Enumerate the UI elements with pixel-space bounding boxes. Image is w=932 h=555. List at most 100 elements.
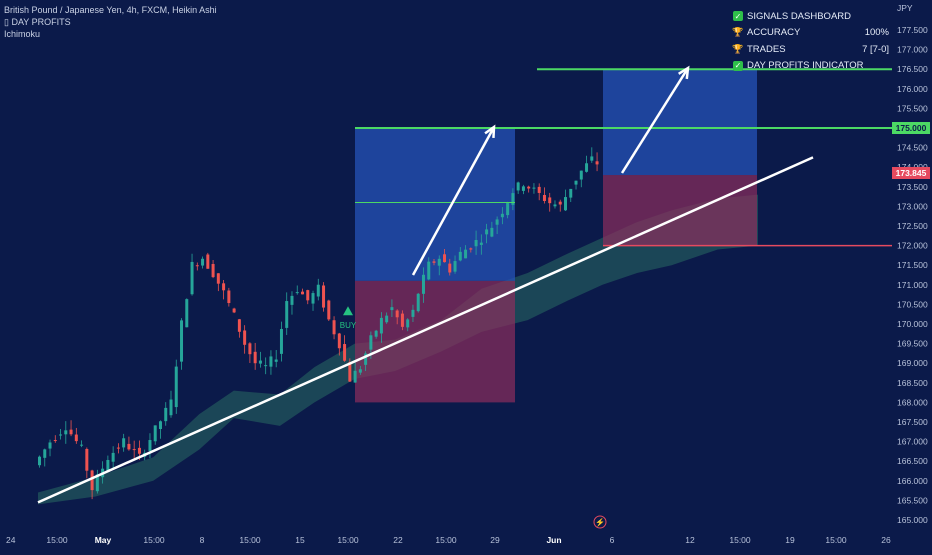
candle-body: [379, 317, 383, 334]
trophy-icon: 🏆: [732, 27, 744, 38]
x-tick-label: 15: [295, 535, 305, 545]
x-tick-label: 8: [200, 535, 205, 545]
candle-body: [306, 290, 310, 301]
candle-body: [180, 320, 184, 362]
candle-body: [69, 429, 73, 435]
check-icon: ✓: [733, 60, 743, 71]
trades-value: 7 [7-0]: [862, 43, 889, 55]
candle-body: [427, 261, 431, 280]
y-tick-label: 171.500: [897, 260, 928, 270]
y-tick-label: 174.000: [897, 162, 928, 172]
buy-signal-icon: [343, 306, 353, 316]
candle-body: [85, 448, 89, 471]
signals-dashboard: ✓ SIGNALS DASHBOARD 🏆 ACCURACY 100% 🏆 TRADES…: [732, 8, 893, 74]
candle-body: [353, 370, 357, 383]
chart-legend: British Pound / Japanese Yen, 4h, FXCM, …: [4, 4, 217, 40]
candle-body: [185, 299, 189, 328]
candle-body: [90, 470, 94, 491]
candle-body: [527, 186, 531, 189]
y-tick-label: 169.500: [897, 339, 928, 349]
candle-body: [516, 182, 520, 191]
candle-body: [485, 229, 489, 235]
candle-body: [53, 440, 57, 442]
candle-body: [64, 430, 68, 435]
y-tick-label: 167.000: [897, 437, 928, 447]
candle-body: [479, 242, 483, 245]
y-tick-label: 175.500: [897, 103, 928, 113]
current-price-label: 173.845: [892, 167, 930, 180]
candle-body: [337, 333, 341, 349]
candle-body: [532, 187, 536, 189]
candle-body: [290, 295, 294, 305]
candle-body: [174, 366, 178, 408]
candle-body: [558, 201, 562, 205]
candle-body: [511, 193, 515, 205]
indicator-ichimoku[interactable]: Ichimoku: [4, 29, 41, 39]
candles: BUY: [38, 147, 599, 500]
lightning-icon: ⚡: [595, 517, 605, 527]
y-tick-label: 177.500: [897, 25, 928, 35]
candle-body: [164, 407, 168, 422]
symbol-title: British Pound / Japanese Yen, 4h, FXCM, …: [4, 5, 217, 15]
y-tick-label: 168.000: [897, 397, 928, 407]
candle-body: [232, 308, 236, 313]
candle-body: [432, 261, 436, 263]
y-tick-label: 174.500: [897, 143, 928, 153]
candle-body: [74, 434, 78, 442]
y-tick-label: 173.500: [897, 182, 928, 192]
y-tick-label: 176.000: [897, 84, 928, 94]
candle-body: [490, 227, 494, 237]
candle-body: [227, 290, 231, 304]
candle-body: [542, 194, 546, 201]
candle-body: [279, 328, 283, 354]
y-tick-label: 166.500: [897, 456, 928, 466]
candle-body: [548, 197, 552, 204]
candle-body: [216, 273, 220, 284]
x-tick-label: 26: [881, 535, 891, 545]
x-tick-label: Jun: [546, 535, 561, 545]
candle-body: [369, 335, 373, 350]
candle-body: [195, 265, 199, 267]
x-tick-label: 6: [610, 535, 615, 545]
candle-body: [448, 263, 452, 273]
candle-body: [364, 353, 368, 365]
candle-body: [390, 307, 394, 311]
candle-body: [574, 180, 578, 185]
y-tick-label: 165.500: [897, 495, 928, 505]
candle-body: [537, 186, 541, 193]
candle-body: [201, 258, 205, 266]
candle-body: [295, 292, 299, 294]
accuracy-label: ACCURACY: [747, 27, 801, 39]
candle-body: [316, 284, 320, 297]
y-tick-label: 176.500: [897, 64, 928, 74]
candle-body: [443, 254, 447, 263]
y-tick-label: 169.000: [897, 358, 928, 368]
y-tick-label: 170.500: [897, 299, 928, 309]
target-zone: [355, 128, 515, 281]
candle-body: [137, 447, 141, 454]
candle-body: [132, 449, 136, 451]
x-tick-label: 15:00: [435, 535, 457, 545]
indicator-day-profits[interactable]: ▯ DAY PROFITS: [4, 17, 71, 27]
candle-body: [385, 315, 389, 323]
candle-body: [222, 283, 226, 291]
candle-body: [258, 360, 262, 364]
x-tick-label: 15:00: [46, 535, 68, 545]
candle-body: [474, 240, 478, 247]
candle-body: [395, 310, 399, 318]
candle-body: [437, 258, 441, 266]
candle-body: [80, 444, 84, 446]
x-axis: 24 15:00 May 15:00 8 15:00 15 15:00 22 15:00 29 Jun…: [6, 515, 891, 545]
x-tick-label: 15:00: [825, 535, 847, 545]
trades-label: TRADES: [747, 43, 786, 55]
y-tick-label: 167.500: [897, 417, 928, 427]
candle-body: [458, 251, 462, 261]
y-tick-label: 166.000: [897, 476, 928, 486]
x-tick-label: 15:00: [143, 535, 165, 545]
candle-body: [464, 249, 468, 259]
target-price-label: 175.000: [892, 122, 930, 134]
candle-body: [569, 188, 573, 198]
price-axis[interactable]: JPY 177.500 177.000 176.500 176.000 175.500 17…: [892, 0, 932, 550]
candle-body: [274, 359, 278, 362]
